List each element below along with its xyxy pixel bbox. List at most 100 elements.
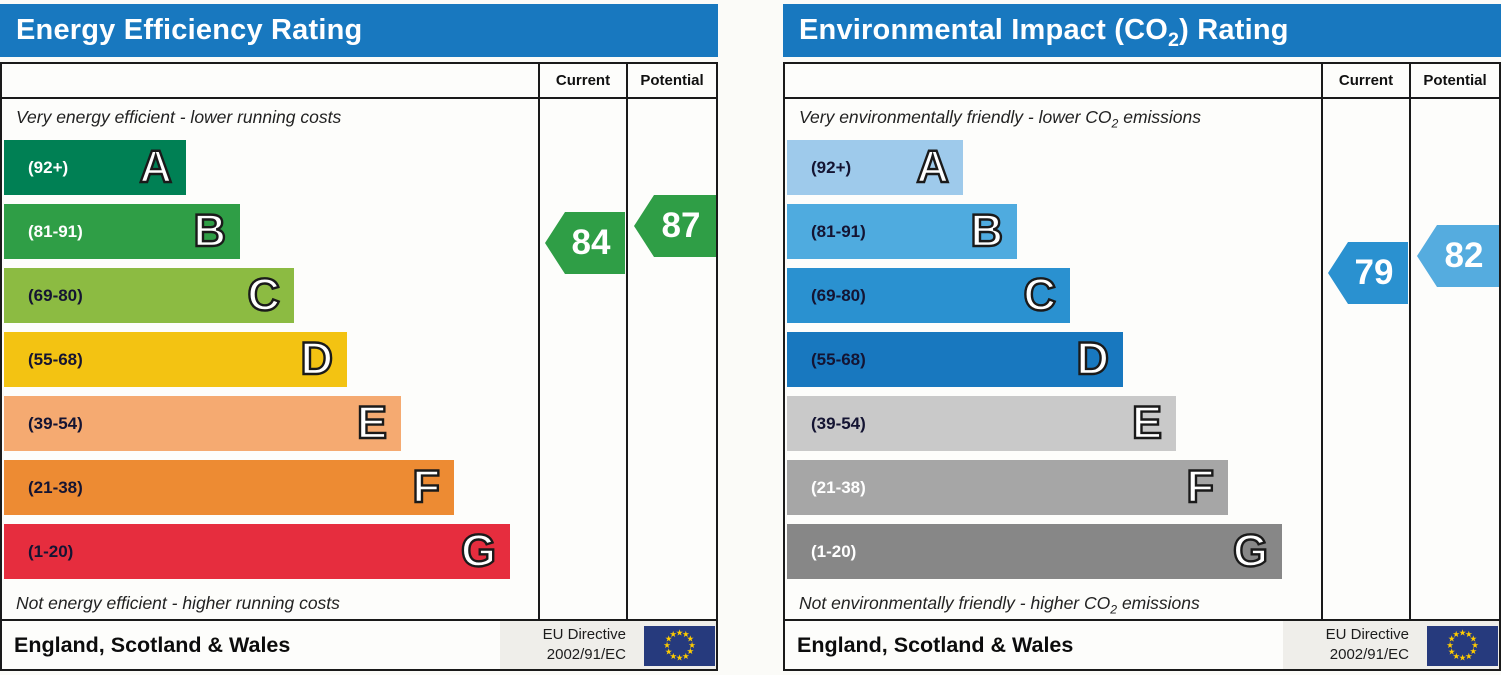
svg-text:★: ★ [1469, 647, 1477, 657]
region-label: England, Scotland & Wales [14, 633, 291, 657]
current-column-divider [538, 64, 540, 621]
current-column-header: Current [555, 72, 611, 89]
top-note: Very energy efficient - lower running co… [16, 107, 342, 127]
energy-efficiency-panel: Energy Efficiency Rating Current Potenti… [0, 0, 718, 675]
header-divider [785, 97, 1499, 99]
band-grade-letter: A [138, 140, 173, 193]
band-row-e: (39-54) E [787, 396, 1317, 451]
potential-column-divider [1409, 64, 1411, 621]
band-range-label: (1-20) [28, 542, 74, 561]
band-row-f: (21-38) F [787, 460, 1317, 515]
band-range-label: (81-91) [28, 222, 83, 241]
svg-text:★: ★ [676, 654, 684, 664]
svg-text:★: ★ [1452, 652, 1460, 662]
band-range-label: (39-54) [28, 414, 83, 433]
footer-divider [785, 619, 1499, 621]
band-bar-b: (81-91) B [4, 204, 240, 259]
potential-rating-arrow: 87 [634, 195, 716, 257]
region-label: England, Scotland & Wales [797, 633, 1074, 657]
panel-title: Energy Efficiency Rating [16, 14, 363, 46]
potential-rating-arrow: 82 [1417, 225, 1499, 287]
band-bar-f: (21-38) F [787, 460, 1228, 515]
svg-text:★: ★ [686, 635, 694, 645]
band-range-label: (69-80) [28, 286, 83, 305]
rating-table: Current Potential Very energy efficient … [0, 62, 718, 671]
potential-column-divider [626, 64, 628, 621]
band-range-label: (55-68) [28, 350, 83, 369]
svg-text:★: ★ [663, 641, 671, 651]
band-bar-b: (81-91) B [787, 204, 1017, 259]
potential-column-header: Potential [640, 72, 704, 89]
band-bar-e: (39-54) E [4, 396, 401, 451]
band-range-label: (21-38) [28, 478, 83, 497]
band-row-g: (1-20) G [787, 524, 1317, 579]
band-bar-g: (1-20) G [787, 524, 1282, 579]
band-row-e: (39-54) E [4, 396, 534, 451]
band-grade-letter: G [460, 524, 497, 577]
band-row-a: (92+) A [787, 140, 1317, 195]
current-rating-arrow: 79 [1328, 242, 1408, 304]
band-range-label: (92+) [28, 158, 69, 177]
band-row-c: (69-80) C [4, 268, 534, 323]
band-row-f: (21-38) F [4, 460, 534, 515]
band-bar-e: (39-54) E [787, 396, 1176, 451]
band-bar-a: (92+) A [787, 140, 963, 195]
band-grade-letter: E [356, 396, 388, 449]
svg-text:★: ★ [676, 629, 684, 639]
band-range-label: (21-38) [811, 478, 866, 497]
band-row-a: (92+) A [4, 140, 534, 195]
current-rating-value: 84 [571, 223, 611, 262]
band-grade-letter: C [1022, 268, 1057, 321]
environmental-impact-title-bar: Environmental Impact (CO2) Rating [783, 4, 1501, 57]
band-bar-c: (69-80) C [4, 268, 294, 323]
band-bar-d: (55-68) D [787, 332, 1123, 387]
potential-rating-value: 87 [661, 206, 701, 245]
band-row-d: (55-68) D [4, 332, 534, 387]
svg-text:★: ★ [1469, 635, 1477, 645]
band-grade-letter: D [1075, 332, 1110, 385]
band-grade-letter: F [411, 460, 441, 513]
current-rating-value: 79 [1354, 253, 1394, 292]
svg-text:★: ★ [1448, 635, 1456, 645]
svg-text:★: ★ [665, 635, 673, 645]
band-bar-a: (92+) A [4, 140, 186, 195]
bottom-note: Not energy efficient - higher running co… [16, 593, 340, 613]
svg-text:★: ★ [665, 647, 673, 657]
svg-text:★: ★ [1465, 652, 1473, 662]
eu-flag-icon: ★★★★★★★★★★★★ [644, 626, 715, 666]
svg-text:★: ★ [669, 652, 677, 662]
band-row-c: (69-80) C [787, 268, 1317, 323]
band-bar-c: (69-80) C [787, 268, 1070, 323]
band-bar-f: (21-38) F [4, 460, 454, 515]
band-range-label: (55-68) [811, 350, 866, 369]
svg-text:★: ★ [1459, 654, 1467, 664]
band-bar-g: (1-20) G [4, 524, 510, 579]
band-row-g: (1-20) G [4, 524, 534, 579]
svg-text:★: ★ [1448, 647, 1456, 657]
band-bar-d: (55-68) D [4, 332, 347, 387]
svg-text:★: ★ [1459, 629, 1467, 639]
svg-text:★: ★ [1452, 630, 1460, 640]
eu-flag-icon: ★★★★★★★★★★★★ [1427, 626, 1498, 666]
band-row-d: (55-68) D [787, 332, 1317, 387]
potential-column-header: Potential [1423, 72, 1487, 89]
eu-directive-label: EU Directive 2002/91/EC [1325, 626, 1409, 663]
band-grade-letter: A [915, 140, 950, 193]
environmental-impact-panel: Environmental Impact (CO2) Rating Curren… [783, 0, 1501, 675]
band-range-label: (69-80) [811, 286, 866, 305]
band-grade-letter: E [1131, 396, 1163, 449]
rating-table: Current Potential Very environmentally f… [783, 62, 1501, 671]
band-range-label: (39-54) [811, 414, 866, 433]
svg-text:★: ★ [682, 630, 690, 640]
band-row-b: (81-91) B [4, 204, 534, 259]
potential-rating-value: 82 [1444, 236, 1484, 275]
band-grade-letter: C [246, 268, 281, 321]
svg-text:★: ★ [1465, 630, 1473, 640]
band-range-label: (81-91) [811, 222, 866, 241]
band-range-label: (1-20) [811, 542, 857, 561]
header-divider [2, 97, 716, 99]
bottom-note: Not environmentally friendly - higher CO… [799, 593, 1200, 617]
band-grade-letter: B [192, 204, 227, 257]
band-range-label: (92+) [811, 158, 852, 177]
current-column-divider [1321, 64, 1323, 621]
